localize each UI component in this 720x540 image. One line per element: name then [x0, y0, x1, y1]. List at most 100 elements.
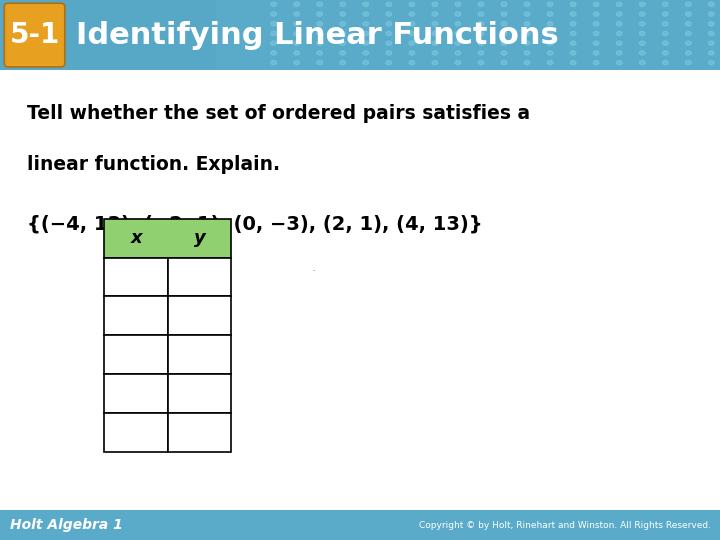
- Circle shape: [547, 12, 553, 16]
- Circle shape: [340, 12, 346, 16]
- Circle shape: [524, 60, 530, 65]
- Circle shape: [409, 2, 415, 6]
- Circle shape: [455, 22, 461, 26]
- Circle shape: [501, 41, 507, 45]
- Circle shape: [662, 2, 668, 6]
- Circle shape: [271, 60, 276, 65]
- Circle shape: [409, 60, 415, 65]
- Circle shape: [363, 51, 369, 55]
- Circle shape: [340, 60, 346, 65]
- Circle shape: [317, 22, 323, 26]
- Circle shape: [386, 41, 392, 45]
- Circle shape: [685, 22, 691, 26]
- Circle shape: [409, 31, 415, 36]
- Circle shape: [478, 60, 484, 65]
- Circle shape: [409, 51, 415, 55]
- Bar: [0, 0, 216, 70]
- Text: y: y: [194, 229, 205, 247]
- Circle shape: [570, 51, 576, 55]
- Circle shape: [340, 22, 346, 26]
- Text: Tell whether the set of ordered pairs satisfies a: Tell whether the set of ordered pairs sa…: [27, 104, 531, 123]
- Circle shape: [363, 31, 369, 36]
- Circle shape: [547, 31, 553, 36]
- Circle shape: [455, 60, 461, 65]
- Circle shape: [271, 41, 276, 45]
- Bar: [104, 296, 168, 335]
- Circle shape: [708, 60, 714, 65]
- Circle shape: [432, 51, 438, 55]
- Circle shape: [708, 41, 714, 45]
- Circle shape: [616, 60, 622, 65]
- Circle shape: [340, 2, 346, 6]
- Bar: [216, 0, 720, 70]
- Circle shape: [386, 60, 392, 65]
- Circle shape: [340, 41, 346, 45]
- Text: .: .: [311, 261, 315, 274]
- Bar: [0, 510, 720, 540]
- Circle shape: [386, 51, 392, 55]
- Circle shape: [616, 31, 622, 36]
- Circle shape: [547, 60, 553, 65]
- Circle shape: [294, 41, 300, 45]
- Circle shape: [570, 12, 576, 16]
- Circle shape: [386, 12, 392, 16]
- Circle shape: [501, 2, 507, 6]
- Circle shape: [593, 31, 599, 36]
- Circle shape: [639, 2, 645, 6]
- Circle shape: [478, 2, 484, 6]
- Circle shape: [662, 22, 668, 26]
- Circle shape: [708, 12, 714, 16]
- Circle shape: [662, 41, 668, 45]
- Circle shape: [294, 12, 300, 16]
- Circle shape: [455, 12, 461, 16]
- Circle shape: [386, 2, 392, 6]
- Circle shape: [340, 31, 346, 36]
- Circle shape: [547, 51, 553, 55]
- Circle shape: [685, 2, 691, 6]
- Circle shape: [363, 22, 369, 26]
- Bar: [168, 296, 231, 335]
- Circle shape: [662, 31, 668, 36]
- Circle shape: [593, 60, 599, 65]
- Circle shape: [271, 51, 276, 55]
- Circle shape: [524, 12, 530, 16]
- Circle shape: [271, 2, 276, 6]
- Circle shape: [570, 22, 576, 26]
- Text: Identifying Linear Functions: Identifying Linear Functions: [76, 21, 558, 50]
- Circle shape: [685, 41, 691, 45]
- Text: x: x: [130, 229, 142, 247]
- Circle shape: [616, 2, 622, 6]
- Bar: [104, 258, 168, 296]
- Bar: [104, 413, 168, 452]
- Circle shape: [271, 12, 276, 16]
- Circle shape: [547, 41, 553, 45]
- Circle shape: [524, 51, 530, 55]
- Circle shape: [409, 41, 415, 45]
- Circle shape: [501, 22, 507, 26]
- Circle shape: [708, 22, 714, 26]
- Circle shape: [363, 60, 369, 65]
- Circle shape: [455, 31, 461, 36]
- Circle shape: [547, 2, 553, 6]
- Circle shape: [501, 31, 507, 36]
- Circle shape: [570, 60, 576, 65]
- Circle shape: [432, 41, 438, 45]
- Circle shape: [317, 41, 323, 45]
- Circle shape: [501, 51, 507, 55]
- FancyBboxPatch shape: [4, 3, 65, 67]
- Circle shape: [432, 60, 438, 65]
- Circle shape: [685, 51, 691, 55]
- Circle shape: [685, 12, 691, 16]
- Circle shape: [593, 51, 599, 55]
- Circle shape: [524, 31, 530, 36]
- Text: Copyright © by Holt, Rinehart and Winston. All Rights Reserved.: Copyright © by Holt, Rinehart and Winsto…: [419, 521, 711, 530]
- Circle shape: [455, 51, 461, 55]
- Circle shape: [455, 41, 461, 45]
- Circle shape: [478, 22, 484, 26]
- Circle shape: [501, 12, 507, 16]
- Circle shape: [294, 60, 300, 65]
- Circle shape: [685, 60, 691, 65]
- Circle shape: [340, 51, 346, 55]
- Circle shape: [662, 12, 668, 16]
- Text: linear function. Explain.: linear function. Explain.: [27, 155, 280, 174]
